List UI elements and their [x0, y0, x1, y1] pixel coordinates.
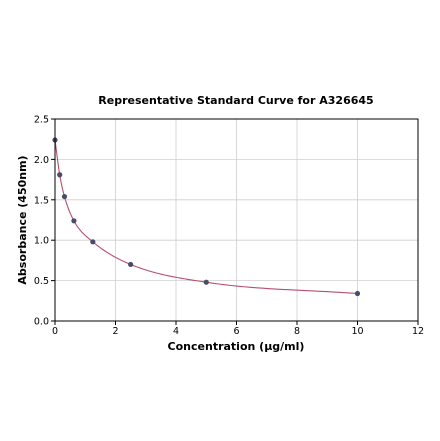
- x-tick-label: 12: [412, 326, 424, 337]
- x-tick-label: 10: [351, 326, 363, 337]
- data-point: [203, 279, 209, 285]
- x-axis-label: Concentration (µg/ml): [168, 340, 305, 353]
- grid-lines: [55, 119, 418, 321]
- chart-title: Representative Standard Curve for A32664…: [98, 94, 373, 107]
- y-tick-labels: 0.0 0.5 1.0 1.5 2.0 2.5: [34, 115, 49, 328]
- axis-ticks: [51, 118, 419, 325]
- x-tick-label: 8: [294, 326, 300, 337]
- data-point: [71, 218, 77, 224]
- data-point: [61, 193, 68, 200]
- data-point: [57, 172, 63, 178]
- y-tick-label: 1.0: [34, 236, 49, 247]
- fitted-curve: [54, 139, 358, 295]
- y-tick-label: 2.0: [34, 155, 49, 166]
- y-tick-label: 2.5: [34, 115, 49, 126]
- x-tick-label: 2: [112, 326, 118, 337]
- x-tick-label: 4: [173, 326, 179, 337]
- x-tick-label: 6: [233, 326, 239, 337]
- y-tick-label: 0.5: [34, 276, 49, 287]
- fitted-curve-line: [54, 139, 358, 295]
- y-tick-label: 1.5: [34, 195, 49, 206]
- data-point: [354, 290, 361, 297]
- y-axis-label: Absorbance (450nm): [16, 155, 29, 284]
- x-tick-labels: 0 2 4 6 8 10 12: [52, 326, 424, 337]
- data-point: [90, 239, 96, 245]
- data-points: [52, 137, 361, 297]
- data-point: [128, 261, 134, 268]
- x-tick-label: 0: [52, 326, 58, 337]
- y-tick-label: 0.0: [34, 317, 49, 328]
